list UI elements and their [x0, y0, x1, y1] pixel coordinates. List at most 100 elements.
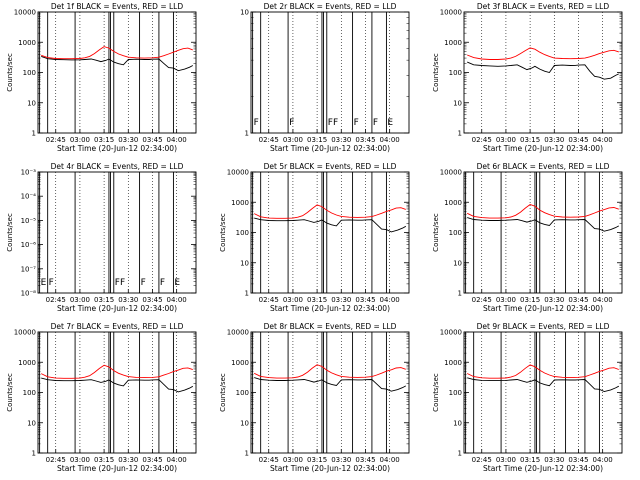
x-axis-label: Start Time (20-Jun-12 02:34:00) [270, 304, 390, 313]
x-tick-label: 03:30 [118, 296, 138, 304]
y-tick-label: 1000 [444, 359, 462, 367]
y-tick-label: 10⁻⁷ [21, 265, 37, 273]
y-tick-label: 10000 [440, 329, 462, 337]
x-tick-label: 02:45 [46, 136, 66, 144]
x-tick-label: 03:00 [70, 456, 90, 464]
y-tick-label: 1000 [18, 359, 36, 367]
y-axis-label: Counts/sec [6, 53, 14, 92]
event-marker-label: F [354, 118, 359, 128]
plot-frame [463, 171, 623, 294]
x-tick-label: 03:30 [544, 296, 564, 304]
x-tick-label: 03:30 [544, 136, 564, 144]
event-marker-label: F [160, 278, 165, 288]
x-tick-label: 03:30 [118, 456, 138, 464]
x-tick-label: 03:00 [496, 296, 516, 304]
event-marker-label: E [174, 278, 180, 288]
x-tick-label: 03:15 [520, 136, 540, 144]
panel-2: Det 2r BLACK = Events, RED = LLD 02:45 03:… [240, 2, 410, 153]
y-tick-label: 10 [27, 99, 36, 107]
plot-frame [250, 331, 410, 454]
x-tick-label: 03:45 [568, 296, 588, 304]
x-axis-label: Start Time (20-Jun-12 02:34:00) [270, 464, 390, 473]
x-tick-label: 03:30 [331, 296, 351, 304]
y-tick-label: 10⁻³ [21, 169, 37, 177]
lld-series-line [467, 47, 619, 60]
x-tick-label: 04:00 [380, 456, 400, 464]
y-tick-label: 10000 [440, 169, 462, 177]
x-tick-label: 04:00 [593, 296, 613, 304]
events-series-line [467, 217, 620, 232]
x-tick-label: 04:00 [380, 136, 400, 144]
y-tick-label: 10⁻⁶ [21, 241, 37, 249]
x-tick-label: 03:15 [307, 136, 327, 144]
x-tick-label: 04:00 [593, 456, 613, 464]
panel-title: Det 7r BLACK = Events, RED = LLD [51, 322, 184, 331]
y-tick-label: 1000 [444, 39, 462, 47]
plot-frame [37, 171, 197, 294]
y-tick-label: 10 [27, 419, 36, 427]
plot-frame [463, 11, 623, 134]
x-tick-label: 02:45 [472, 456, 492, 464]
panel-8: Det 8r BLACK = Events, RED = LLD 02:45 03:… [219, 322, 410, 473]
x-tick-label: 02:45 [259, 456, 279, 464]
plot-frame [37, 11, 197, 134]
y-axis-label: Counts/sec [432, 373, 440, 412]
x-tick-label: 03:45 [568, 456, 588, 464]
y-tick-label: 10000 [14, 329, 36, 337]
x-tick-label: 03:30 [118, 136, 138, 144]
y-tick-label: 100 [23, 69, 36, 77]
x-tick-label: 04:00 [167, 456, 187, 464]
y-axis-label: Counts/sec [6, 213, 14, 252]
y-tick-label: 10000 [227, 329, 249, 337]
panel-6: Det 6r BLACK = Events, RED = LLD 02:45 03:… [432, 162, 623, 313]
y-tick-label: 1 [245, 130, 249, 138]
event-marker-label: F [49, 278, 54, 288]
panel-title: Det 6r BLACK = Events, RED = LLD [477, 162, 610, 171]
y-tick-label: 10000 [440, 9, 462, 17]
x-tick-label: 03:00 [283, 136, 303, 144]
y-tick-label: 1 [245, 290, 249, 298]
y-tick-label: 1000 [18, 39, 36, 47]
event-marker-label: F [373, 118, 378, 128]
y-tick-label: 1000 [231, 199, 249, 207]
x-tick-label: 03:45 [142, 456, 162, 464]
y-tick-label: 10 [453, 99, 462, 107]
y-tick-label: 10⁻⁴ [21, 193, 37, 201]
y-axis-label: Counts/sec [432, 53, 440, 92]
panel-title: Det 9r BLACK = Events, RED = LLD [477, 322, 610, 331]
x-axis-label: Start Time (20-Jun-12 02:34:00) [483, 304, 603, 313]
lld-series-line [254, 204, 406, 219]
x-tick-label: 04:00 [593, 136, 613, 144]
y-tick-label: 1 [32, 130, 36, 138]
y-tick-label: 10 [240, 9, 249, 17]
panel-title: Det 1f BLACK = Events, RED = LLD [51, 2, 184, 11]
x-tick-label: 03:45 [355, 136, 375, 144]
y-tick-label: 1 [245, 450, 249, 458]
x-axis-label: Start Time (20-Jun-12 02:34:00) [57, 464, 177, 473]
y-tick-label: 100 [449, 389, 462, 397]
y-axis-label: Counts/sec [219, 373, 227, 412]
y-tick-label: 100 [236, 389, 249, 397]
y-tick-label: 100 [449, 229, 462, 237]
x-tick-label: 04:00 [167, 136, 187, 144]
panel-title: Det 5r BLACK = Events, RED = LLD [264, 162, 397, 171]
x-tick-label: 03:15 [307, 296, 327, 304]
panel-title: Det 2r BLACK = Events, RED = LLD [264, 2, 397, 11]
x-tick-label: 03:00 [496, 456, 516, 464]
x-tick-label: 03:00 [283, 456, 303, 464]
event-marker-label: E [41, 278, 47, 288]
event-marker-label: F [141, 278, 146, 288]
x-tick-label: 02:45 [472, 296, 492, 304]
y-tick-label: 10⁻⁸ [21, 290, 37, 298]
lld-series-line [467, 203, 619, 219]
x-tick-label: 03:15 [94, 136, 114, 144]
lld-series-line [254, 364, 406, 379]
y-axis-label: Counts/sec [432, 213, 440, 252]
events-series-line [41, 377, 194, 393]
x-tick-label: 03:00 [496, 136, 516, 144]
x-axis-label: Start Time (20-Jun-12 02:34:00) [483, 464, 603, 473]
y-tick-label: 10000 [14, 9, 36, 17]
x-axis-label: Start Time (20-Jun-12 02:34:00) [57, 304, 177, 313]
x-tick-label: 03:30 [331, 136, 351, 144]
